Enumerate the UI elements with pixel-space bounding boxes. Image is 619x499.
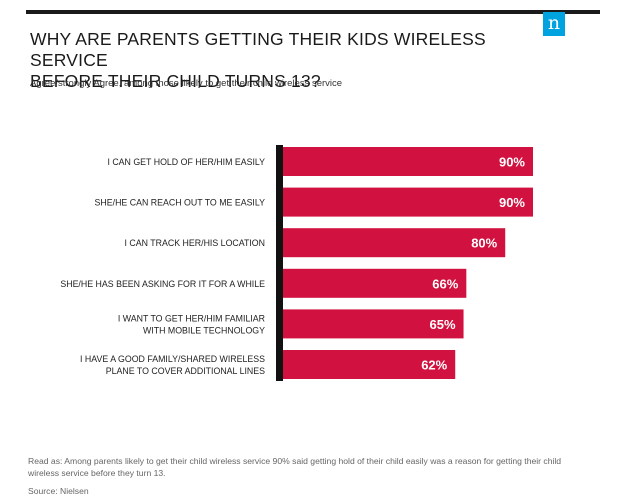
- category-label-line: PLANE TO COVER ADDITIONAL LINES: [106, 366, 265, 376]
- chart-subtitle: Agree/strongly Agree, among those likely…: [30, 78, 343, 89]
- bar-3: [283, 228, 506, 258]
- category-label-line: SHE/HE CAN REACH OUT TO ME EASILY: [95, 198, 266, 208]
- chart-title: WHY ARE PARENTS GETTING THEIR KIDS WIREL…: [30, 29, 530, 92]
- bar-value-label-6: 62%: [421, 358, 447, 373]
- bar-value-label-4: 66%: [432, 276, 458, 291]
- category-label-4: SHE/HE HAS BEEN ASKING FOR IT FOR A WHIL…: [60, 279, 265, 289]
- category-label-line: I CAN GET HOLD OF HER/HIM EASILY: [107, 157, 265, 167]
- category-label-2: SHE/HE CAN REACH OUT TO ME EASILY: [95, 198, 266, 208]
- bar-value-label-2: 90%: [499, 195, 525, 210]
- category-label-5: I WANT TO GET HER/HIM FAMILIAR WITH MOBIL…: [118, 313, 265, 335]
- category-label-1: I CAN GET HOLD OF HER/HIM EASILY: [107, 157, 265, 167]
- source-note: Source: Nielsen: [28, 486, 89, 496]
- bar-2: [283, 187, 533, 217]
- category-label-3: I CAN TRACK HER/HIS LOCATION: [125, 238, 265, 248]
- bar-value-label-5: 65%: [430, 317, 456, 332]
- bar-4: [283, 268, 467, 298]
- bar-1: [283, 147, 533, 176]
- category-label-line: I WANT TO GET HER/HIM FAMILIAR: [118, 313, 265, 323]
- category-label-line: I HAVE A GOOD FAMILY/SHARED WIRELESS: [80, 354, 265, 364]
- chart-title-line-1: WHY ARE PARENTS GETTING THEIR KIDS WIREL…: [30, 29, 486, 70]
- bar-5: [283, 309, 464, 339]
- nielsen-logo: n: [543, 12, 565, 36]
- bar-value-label-1: 90%: [499, 155, 525, 170]
- category-label-line: I CAN TRACK HER/HIS LOCATION: [125, 238, 265, 248]
- y-axis-line: [276, 145, 283, 381]
- category-label-line: SHE/HE HAS BEEN ASKING FOR IT FOR A WHIL…: [60, 279, 265, 289]
- category-label-6: I HAVE A GOOD FAMILY/SHARED WIRELESS PLAN…: [80, 354, 265, 376]
- read-as-note: Read as: Among parents likely to get the…: [28, 456, 562, 478]
- chart-title-line-2: BEFORE THEIR CHILD TURNS 13?: [30, 71, 321, 91]
- top-rule: [26, 10, 600, 14]
- category-label-line: WITH MOBILE TECHNOLOGY: [143, 325, 265, 335]
- bar-value-label-3: 80%: [471, 236, 497, 251]
- bar-6: [283, 350, 456, 379]
